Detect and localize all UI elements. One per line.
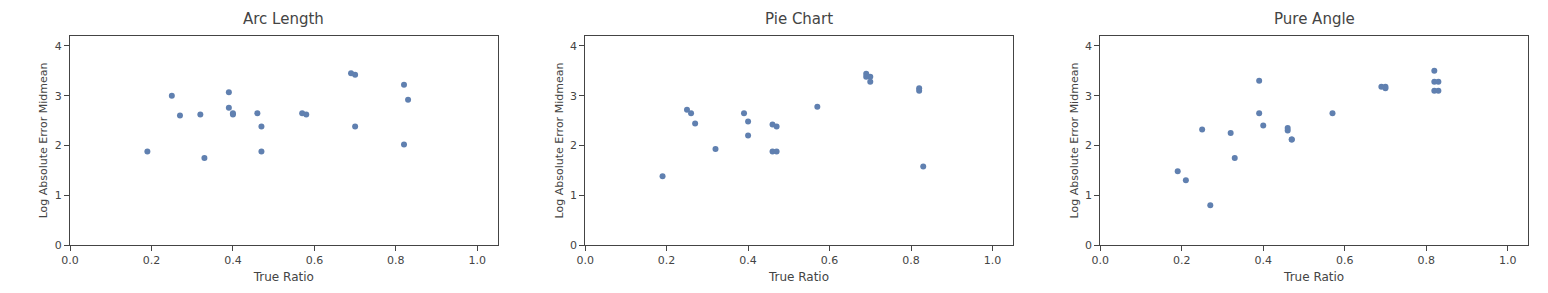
svg-text:4: 4 xyxy=(55,40,62,53)
svg-text:Log Absolute Error Midmean: Log Absolute Error Midmean xyxy=(37,63,50,219)
svg-text:4: 4 xyxy=(570,40,577,53)
svg-text:0.4: 0.4 xyxy=(224,254,242,267)
svg-text:2: 2 xyxy=(55,139,62,152)
svg-text:Log Absolute Error Midmean: Log Absolute Error Midmean xyxy=(553,63,566,219)
svg-text:1.0: 1.0 xyxy=(984,254,1002,267)
svg-text:0.2: 0.2 xyxy=(143,254,161,267)
svg-text:0.6: 0.6 xyxy=(821,254,839,267)
svg-text:1.0: 1.0 xyxy=(469,254,487,267)
svg-text:3: 3 xyxy=(570,90,577,103)
svg-text:0.4: 0.4 xyxy=(739,254,757,267)
svg-text:0.8: 0.8 xyxy=(902,254,920,267)
svg-text:0.6: 0.6 xyxy=(306,254,324,267)
svg-text:0.0: 0.0 xyxy=(1092,254,1110,267)
svg-text:3: 3 xyxy=(1085,90,1092,103)
svg-text:3: 3 xyxy=(55,90,62,103)
svg-text:0: 0 xyxy=(570,239,577,252)
svg-text:1.0: 1.0 xyxy=(1499,254,1517,267)
svg-text:0: 0 xyxy=(55,239,62,252)
svg-text:0.4: 0.4 xyxy=(1255,254,1273,267)
svg-text:Pie Chart: Pie Chart xyxy=(765,10,833,28)
svg-text:0.0: 0.0 xyxy=(576,254,594,267)
svg-text:2: 2 xyxy=(570,139,577,152)
svg-text:1: 1 xyxy=(1085,189,1092,202)
svg-text:1: 1 xyxy=(570,189,577,202)
svg-text:Log Absolute Error Midmean: Log Absolute Error Midmean xyxy=(1068,63,1081,219)
svg-text:0.8: 0.8 xyxy=(1417,254,1435,267)
svg-text:0.0: 0.0 xyxy=(61,254,79,267)
svg-text:0.2: 0.2 xyxy=(1173,254,1191,267)
svg-text:True Ratio: True Ratio xyxy=(253,270,314,284)
svg-text:0: 0 xyxy=(1085,239,1092,252)
svg-text:Pure Angle: Pure Angle xyxy=(1274,10,1355,28)
svg-text:2: 2 xyxy=(1085,139,1092,152)
svg-text:0.8: 0.8 xyxy=(387,254,405,267)
svg-text:Arc Length: Arc Length xyxy=(243,10,324,28)
svg-text:True Ratio: True Ratio xyxy=(1283,270,1344,284)
svg-text:0.6: 0.6 xyxy=(1336,254,1354,267)
svg-text:0.2: 0.2 xyxy=(658,254,676,267)
svg-text:4: 4 xyxy=(1085,40,1092,53)
svg-text:True Ratio: True Ratio xyxy=(768,270,829,284)
svg-text:1: 1 xyxy=(55,189,62,202)
